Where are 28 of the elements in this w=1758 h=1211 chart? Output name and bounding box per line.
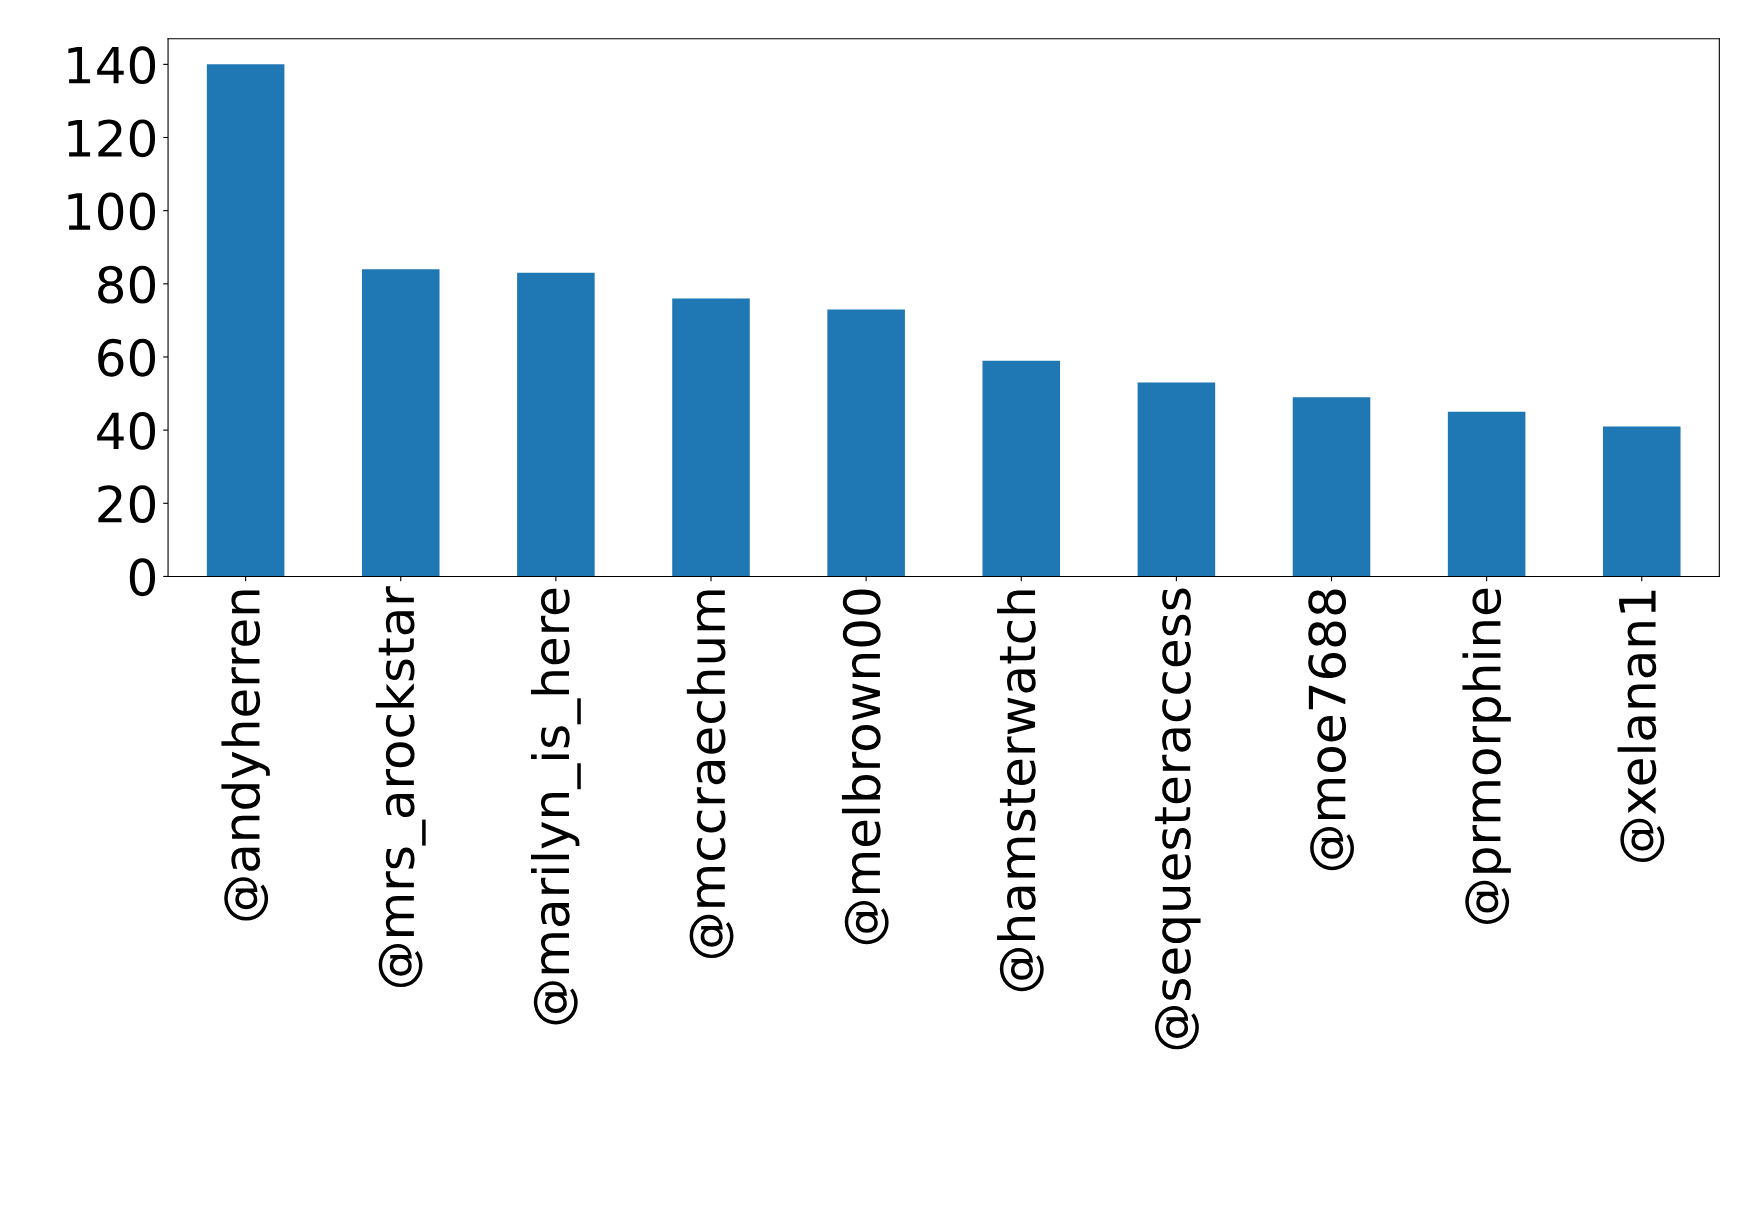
y-tick-label: 140 — [68, 46, 156, 85]
x-tick-label: @marilyn_is_here — [530, 588, 581, 1025]
x-tick-label: @hamsterwatch — [997, 590, 1044, 992]
x-tick-label: @moe7688 — [1308, 589, 1354, 871]
bar — [827, 309, 905, 577]
bar — [1292, 397, 1371, 577]
bar — [361, 269, 440, 577]
y-tick-label: 100 — [68, 192, 156, 231]
bar — [1602, 426, 1681, 577]
y-tick-label: 60 — [98, 338, 156, 377]
y-tick-label: 80 — [98, 265, 156, 304]
bar — [1137, 382, 1216, 577]
x-tick-label: @andyherren — [221, 590, 270, 921]
x-tick-label: @mrs_arockstar — [375, 586, 426, 988]
x-tick-label: @xelanan1 — [1617, 590, 1665, 863]
x-tick-label: @melbrown00 — [841, 589, 889, 945]
bar — [517, 272, 595, 577]
bar — [982, 360, 1061, 577]
y-tick-label: 120 — [68, 119, 156, 158]
y-tick-label: 40 — [97, 412, 156, 450]
y-tick-label: 20 — [98, 485, 156, 523]
bar — [1447, 411, 1526, 577]
x-tick-label: @sequesteraccess — [1154, 588, 1201, 1050]
bar — [672, 298, 750, 577]
x-tick-label: @mccraechum — [686, 590, 734, 959]
bar — [206, 64, 285, 577]
y-tick-label: 0 — [129, 558, 156, 597]
x-tick-label: @prmorphine — [1462, 588, 1511, 924]
